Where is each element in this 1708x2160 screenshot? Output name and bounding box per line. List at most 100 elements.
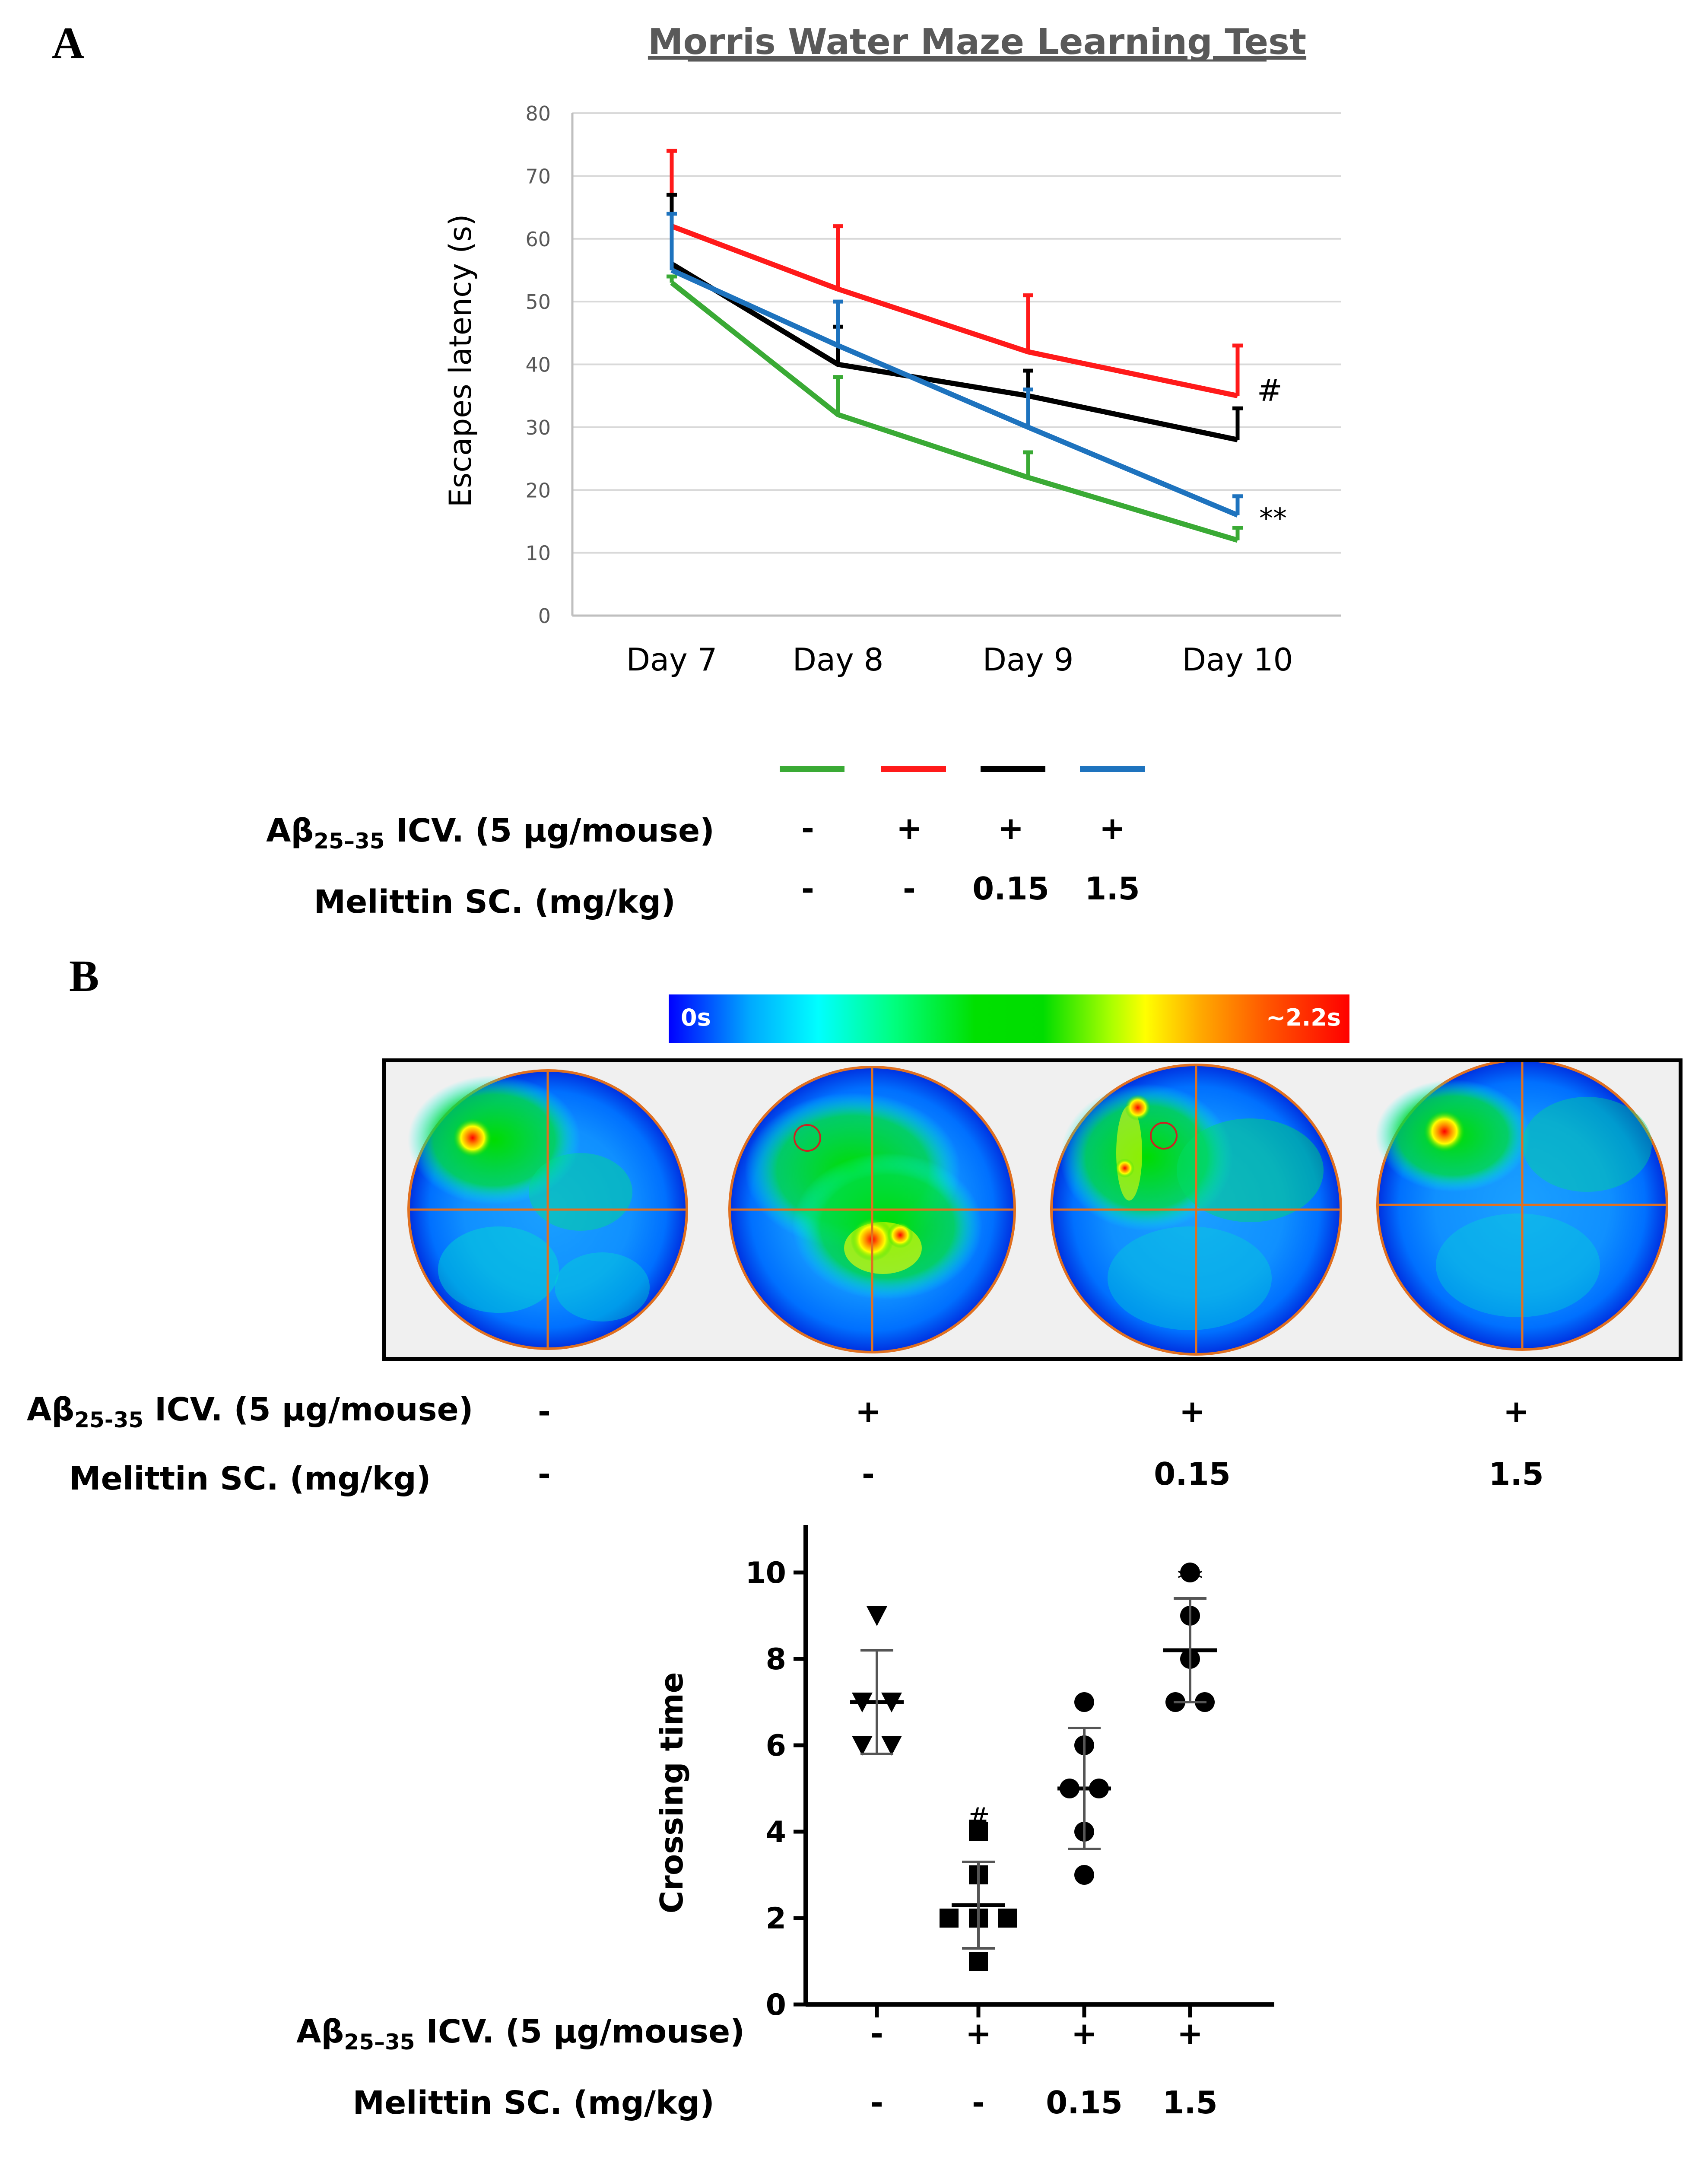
row1-value-1: + <box>965 2015 992 2052</box>
scatter-y-tick-0: 0 <box>766 1988 786 2022</box>
y-tick-70: 70 <box>525 165 551 188</box>
row1-label-b: Aβ25-35 ICV. (5 µg/mouse) <box>27 1391 473 1433</box>
row2-value-0: - <box>801 870 814 907</box>
row2-label: Melittin SC. (mg/kg) <box>314 883 676 921</box>
heatmap-pool-control <box>407 1069 688 1350</box>
chart-grid <box>572 112 1341 554</box>
row2-value-3: 1.5 <box>1085 870 1140 907</box>
series-1 <box>667 149 1243 399</box>
x-tick-day-10: Day 10 <box>1182 642 1293 678</box>
row1-value-3: + <box>1099 810 1126 846</box>
colorbar-max-label: ~2.2s <box>1266 1004 1341 1031</box>
row2-value-1: - <box>903 870 916 907</box>
row2-value-1: - <box>862 1456 875 1492</box>
heatmap-pool-abeta <box>728 1066 1016 1353</box>
y-tick-80: 80 <box>525 102 551 125</box>
series-lines <box>667 149 1243 543</box>
colorbar-min-label: 0s <box>681 1004 711 1031</box>
scatter-group-1 <box>940 1822 1017 1971</box>
y-tick-labels: 0 10 20 30 40 50 60 70 80 <box>525 102 551 628</box>
row2-value-0: - <box>870 2084 883 2121</box>
scatter-point <box>940 1909 959 1928</box>
series-line-0 <box>670 280 1238 543</box>
row2-value-3: 1.5 <box>1489 1456 1544 1492</box>
scatter-y-tick-10: 10 <box>745 1556 786 1590</box>
significance-stars-a: ** <box>1259 503 1287 535</box>
row1-value-3: + <box>1177 2015 1203 2052</box>
heatmap-pool-melittin-15 <box>1375 1062 1668 1351</box>
scatter-point <box>1074 1865 1094 1885</box>
row2-label-b: Melittin SC. (mg/kg) <box>69 1460 431 1497</box>
row1-value-0: - <box>801 810 814 846</box>
scatter-group-0 <box>850 1606 904 1756</box>
scatter-point <box>1180 1563 1200 1582</box>
scatter-y-tick-6: 6 <box>766 1729 786 1763</box>
scatter-y-tick-8: 8 <box>766 1642 786 1677</box>
panel-b-label: B <box>69 951 99 1001</box>
row1-value-2: + <box>1071 2015 1098 2052</box>
scatter-point <box>1074 1692 1094 1712</box>
scatter-y-tick-2: 2 <box>766 1902 786 1936</box>
series-line-2 <box>670 261 1238 442</box>
row1-value-1: + <box>896 810 923 846</box>
chart-axes <box>571 113 1341 617</box>
x-tick-day-7: Day 7 <box>626 642 717 678</box>
scatter-y-tick-labels: 0 2 4 6 8 10 <box>745 1556 806 2022</box>
scatter-point <box>881 1736 902 1756</box>
condition-table-scatter: Aβ25–35 ICV. (5 µg/mouse) Melittin SC. (… <box>0 2004 1708 2134</box>
y-tick-60: 60 <box>525 228 551 251</box>
x-tick-day-9: Day 9 <box>983 642 1074 678</box>
series-3 <box>667 212 1243 518</box>
significance-hash-a: # <box>1257 373 1283 408</box>
heatmap-colorbar: 0s ~2.2s <box>669 994 1349 1043</box>
y-tick-30: 30 <box>525 416 551 439</box>
heatmap-panel <box>382 1058 1683 1361</box>
row2-value-2: 0.15 <box>972 870 1049 907</box>
scatter-point <box>969 1822 988 1841</box>
series-line-1 <box>670 224 1238 399</box>
significance-stars-b: ** <box>1177 1564 1203 1594</box>
series-2 <box>667 193 1243 442</box>
x-tick-labels: Day 7 Day 8 Day 9 Day 10 <box>626 642 1293 678</box>
row2-value-2: 0.15 <box>1154 1456 1231 1492</box>
row2-value-2: 0.15 <box>1046 2084 1123 2121</box>
series-line-3 <box>670 267 1239 518</box>
y-tick-40: 40 <box>525 353 551 377</box>
condition-table-a: Aβ25–35 ICV. (5 µg/mouse) Melittin SC. (… <box>0 804 1708 933</box>
series-0 <box>667 274 1243 543</box>
row2-label-scatter: Melittin SC. (mg/kg) <box>352 2084 714 2122</box>
row1-value-3: + <box>1503 1393 1530 1429</box>
y-tick-20: 20 <box>525 479 551 502</box>
line-chart-escape-latency: Morris Water Maze Learning Test 0 10 20 30 4… <box>443 22 1341 678</box>
row2-value-1: - <box>972 2084 985 2121</box>
y-tick-50: 50 <box>525 290 551 314</box>
y-tick-10: 10 <box>525 542 551 565</box>
scatter-point <box>998 1909 1017 1928</box>
row1-value-2: + <box>997 810 1024 846</box>
row1-label-scatter: Aβ25–35 ICV. (5 µg/mouse) <box>296 2013 745 2055</box>
scatter-axes <box>803 1525 1274 2017</box>
significance-hash-b: # <box>967 1802 990 1834</box>
chart-title: Morris Water Maze Learning Test <box>648 22 1306 63</box>
row1-value-1: + <box>855 1393 882 1429</box>
panel-a-label: A <box>52 18 85 68</box>
scatter-groups <box>850 1563 1217 1971</box>
row2-value-3: 1.5 <box>1162 2084 1218 2121</box>
y-tick-0: 0 <box>538 604 551 628</box>
scatter-y-tick-4: 4 <box>766 1815 786 1849</box>
scatter-point <box>852 1736 873 1756</box>
x-tick-day-8: Day 8 <box>793 642 884 678</box>
y-axis-label: Escapes latency (s) <box>443 214 478 508</box>
row1-value-0: - <box>538 1393 551 1429</box>
condition-table-b: Aβ25-35 ICV. (5 µg/mouse) Melittin SC. (… <box>0 1382 1708 1512</box>
row1-label: Aβ25–35 ICV. (5 µg/mouse) <box>266 812 714 854</box>
scatter-chart-crossing-time: 0 2 4 6 8 10 Crossing time # ** <box>654 1525 1274 2022</box>
scatter-group-2 <box>1057 1692 1111 1885</box>
row1-value-0: - <box>870 2015 883 2052</box>
heatmap-pool-melittin-015 <box>1050 1064 1342 1356</box>
scatter-point <box>867 1606 887 1626</box>
scatter-point <box>969 1952 988 1971</box>
legend-a <box>780 766 1145 772</box>
row1-value-2: + <box>1179 1393 1206 1429</box>
scatter-y-axis-label: Crossing time <box>654 1672 690 1913</box>
